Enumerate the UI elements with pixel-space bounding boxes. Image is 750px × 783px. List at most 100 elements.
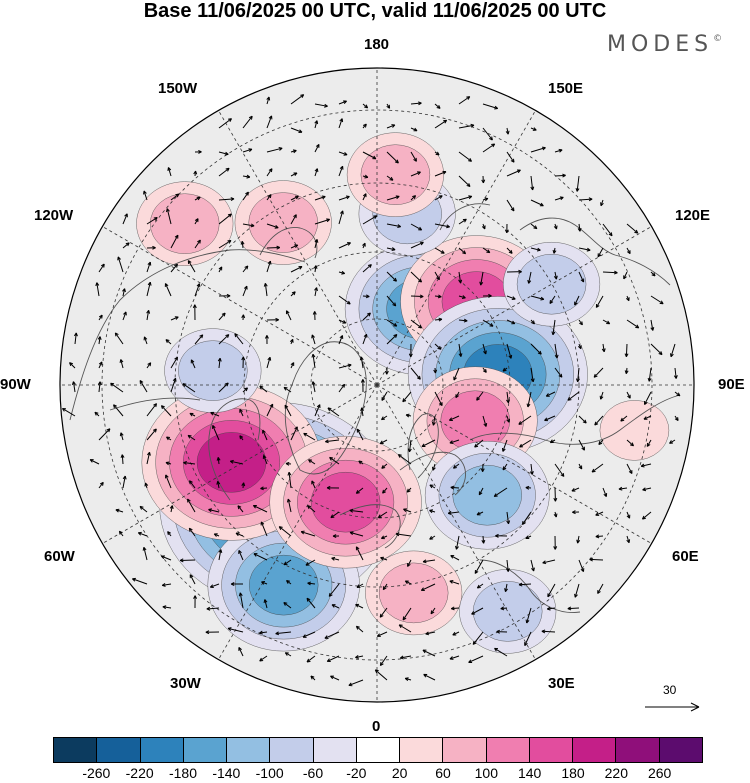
wind-vector [143, 547, 148, 561]
wind-vector-head [166, 436, 171, 441]
wind-vector-head [525, 535, 530, 540]
wind-vector-head [267, 194, 272, 199]
wind-vector [146, 282, 151, 297]
anomaly-contour [452, 465, 522, 526]
wind-vector-head [449, 580, 454, 584]
wind-vector-head [478, 491, 483, 496]
wind-vector-head [99, 481, 104, 486]
wind-vector-head [461, 295, 466, 299]
wind-vector [578, 271, 585, 283]
wind-vector-head [395, 195, 400, 200]
wind-vector [434, 343, 442, 350]
wind-vector-head [208, 508, 213, 513]
wind-vector [386, 124, 396, 129]
wind-vector-head [436, 105, 441, 109]
wind-vector-head [623, 275, 627, 280]
wind-vector-head [382, 586, 387, 591]
wind-vector [552, 319, 556, 335]
wind-vector [314, 218, 330, 225]
wind-vector [330, 675, 340, 681]
wind-vector [519, 583, 532, 586]
wind-vector [330, 511, 340, 519]
wind-vector [302, 631, 316, 638]
wind-vector-head [216, 457, 221, 461]
wind-vector [146, 261, 151, 273]
colorbar-bin [97, 738, 141, 762]
wind-vector [283, 559, 292, 566]
wind-vector [400, 655, 412, 659]
wind-vector-head [641, 515, 646, 520]
wind-vector-head [579, 321, 583, 326]
wind-vector-head [355, 625, 360, 630]
wind-vector-head [511, 320, 516, 325]
wind-vector [407, 559, 412, 567]
wind-vector-head [100, 263, 105, 268]
wind-vector-head [420, 587, 425, 591]
meridian-line [102, 226, 378, 386]
wind-vector [259, 655, 268, 662]
wind-vector [468, 655, 484, 663]
wind-vector [356, 625, 364, 633]
wind-vector-head [402, 398, 407, 403]
wind-vector-head [286, 498, 291, 503]
wind-vector [577, 535, 580, 544]
colorbar [53, 737, 703, 763]
wind-vector-head [381, 396, 386, 401]
wind-vector [98, 428, 111, 441]
wind-vector-head [397, 224, 402, 229]
wind-vector [477, 583, 484, 589]
wind-vector [386, 295, 397, 307]
wind-vector-head [484, 197, 489, 202]
wind-vector [578, 559, 584, 572]
wind-vector-head [408, 353, 413, 358]
wind-vector-head [635, 324, 640, 329]
wind-vector [434, 223, 450, 228]
wind-vector [644, 391, 652, 405]
wind-vector [518, 415, 532, 425]
wind-vector-head [230, 582, 235, 586]
lon-label-150e: 150E [548, 80, 584, 97]
wind-vector [230, 460, 244, 465]
wind-vector [450, 486, 460, 489]
wind-vector-head [224, 151, 229, 156]
wind-vector-head [417, 171, 421, 175]
wind-vector-head [601, 348, 606, 353]
lon-label-150w: 150W [158, 80, 198, 97]
wind-vector [362, 334, 368, 345]
wind-vector-head [576, 539, 581, 544]
wind-vector-head [553, 546, 558, 550]
wind-vector [547, 607, 556, 610]
wind-vector-head [518, 421, 523, 425]
wind-vector-head [413, 127, 418, 132]
wind-vector-head [167, 531, 171, 536]
wind-vector [96, 282, 100, 297]
wind-vector-head [267, 260, 272, 265]
wind-vector [458, 271, 462, 284]
wind-vector-head [572, 510, 576, 515]
wind-vector [549, 295, 556, 304]
wind-vector [674, 367, 677, 379]
wind-vector [348, 679, 364, 686]
wind-vector-head [598, 441, 603, 446]
globe-border [59, 67, 695, 703]
wind-vector-head [227, 213, 232, 218]
wind-vector-head [324, 635, 329, 639]
wind-vector [161, 555, 172, 561]
wind-vector-head [189, 574, 194, 579]
wind-vector-head [481, 539, 486, 544]
wind-vector-head [179, 558, 184, 563]
wind-vector [218, 167, 230, 177]
wind-vector-head [164, 283, 169, 287]
wind-vector-head [438, 402, 443, 407]
wind-vector [355, 546, 364, 561]
wind-vector-head [506, 418, 511, 423]
wind-vector [290, 266, 303, 273]
wind-vector-head [380, 535, 385, 540]
wind-vector-head [453, 464, 457, 469]
wind-vector [170, 193, 180, 201]
wind-vector [506, 247, 513, 254]
wind-vector-head [313, 265, 318, 269]
meridian-line [218, 384, 378, 660]
wind-vector-head [591, 468, 596, 473]
wind-vector-head [262, 455, 267, 459]
